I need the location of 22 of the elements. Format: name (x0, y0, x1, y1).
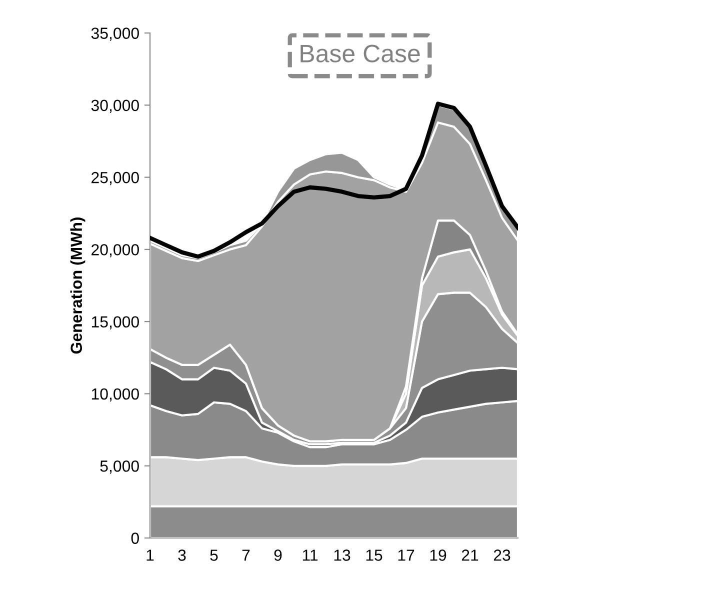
y-tick-label: 20,000 (92, 244, 139, 258)
y-tick-label: 0 (131, 532, 139, 544)
x-tick-label: 15 (366, 550, 382, 561)
annotation: Base Case (300, 44, 420, 62)
x-tick-label: 23 (494, 550, 510, 561)
x-tick-label: 7 (242, 550, 250, 561)
y-tick-label: 30,000 (91, 100, 139, 113)
y-tick-label: 5,000 (100, 460, 139, 474)
x-tick-label: 5 (210, 550, 218, 561)
x-tick-label: 1 (146, 550, 154, 561)
x-tick-label: 13 (334, 550, 350, 561)
x-tick-label: 11 (302, 550, 318, 561)
y-tick-label: 15,000 (92, 316, 139, 330)
y-tick-label: 25,000 (92, 172, 139, 186)
x-tick-label: 17 (398, 550, 414, 561)
x-tick-label: 9 (274, 550, 282, 561)
y-tick-label: 35,000 (91, 28, 139, 41)
y-tick-label: 10,000 (92, 388, 139, 402)
y-axis-title: Generation (MWh) (70, 218, 86, 354)
x-tick-label: 21 (462, 550, 478, 561)
x-tick-label: 3 (178, 550, 186, 561)
x-tick-label: 19 (430, 550, 446, 561)
